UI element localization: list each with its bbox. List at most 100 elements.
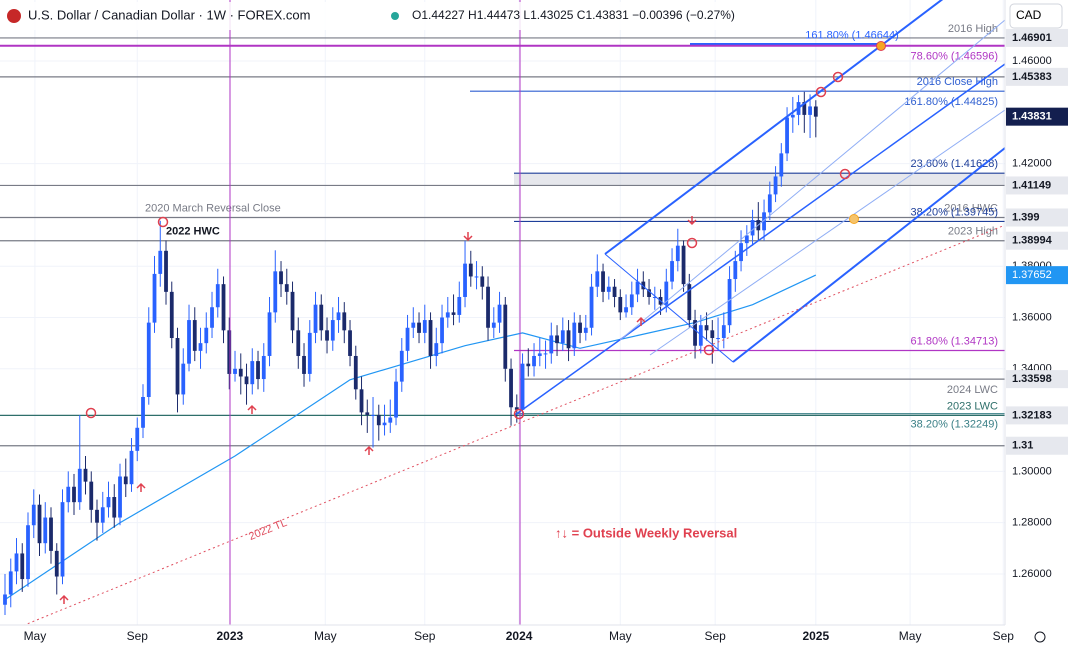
level-tag: 1.46901 [1012,32,1052,44]
candle-body [365,412,370,415]
level-note: 2020 March Reversal Close [145,202,281,214]
candle-body [526,363,531,367]
ma-tag-bg [1006,266,1068,285]
level-label: 2023 LWC [947,400,998,412]
symbol-icon [7,9,21,23]
candle-body [675,245,680,262]
candle-body [762,212,766,231]
symbol-title: U.S. Dollar / Canadian Dollar · 1W · FOR… [28,7,310,22]
x-tick-label: Sep [414,629,436,643]
candle-body [572,322,577,349]
candle-body [181,363,186,395]
candle-body [543,353,548,355]
level-tag-bg [1006,208,1068,227]
candle-body [428,320,433,356]
candle-body [72,486,76,503]
candle-body [215,284,220,308]
candle-body [89,481,94,510]
candle-body [14,553,19,572]
x-tick-label: 2023 [216,629,243,643]
annotation: ↑↓ = Outside Weekly Reversal [555,525,737,540]
reversal-markers [59,71,851,604]
level-label: 38.20% (1.32249) [911,419,998,431]
candle-body [26,525,30,580]
level-tag: 1.41149 [1012,179,1051,191]
candle-body [238,368,243,377]
pitchfork-handle [604,253,734,363]
candle-body [204,327,209,344]
candle-body [583,327,588,333]
candle-body [342,312,347,331]
candle-body [54,550,59,577]
level-tag: 1.32183 [1012,409,1052,421]
candle-body [43,517,48,544]
ma-tag: 1.37652 [1012,269,1052,281]
level-tag-bg [1006,28,1068,47]
candle-body [49,517,53,551]
candle-body [618,296,623,313]
level-label: 23.60% (1.41628) [911,158,998,170]
x-tick-label: Sep [704,629,726,643]
level-tag: 1.38994 [1012,235,1053,247]
candle-body [359,389,364,413]
currency-button[interactable] [1009,3,1063,29]
candle-body [290,291,295,331]
candle-body [221,284,226,331]
candle-body [20,553,25,580]
candle-body [687,284,692,321]
candle-body [302,355,306,374]
channel-lower [732,147,1006,363]
candle-body [445,312,450,318]
candle-body [641,281,646,290]
candle-body [192,320,197,351]
reversal-circle [686,237,698,249]
candle-body [353,355,358,390]
candle-body [210,307,214,328]
level-label: 161.80% (1.46644) [805,29,899,41]
candle-body [123,476,128,485]
candle-body [589,286,594,328]
currency[interactable]: CAD [1016,8,1042,22]
channel-quarter [649,109,1006,356]
candle-body [31,504,36,526]
candle-body [440,317,444,344]
candle-body [261,355,266,380]
candle-body [744,235,749,244]
candle-body [710,330,715,339]
channel-upper [604,0,944,255]
candle-body [767,194,772,213]
level-tag: 1.45383 [1012,71,1052,83]
candle-body [693,320,697,346]
candle-body [790,114,795,118]
y-tick-label: 1.30000 [1012,465,1052,477]
level-label: 38.20% (1.39745) [911,206,998,218]
candle-body [463,263,467,297]
moving-average [4,274,817,601]
candle-body [474,276,479,278]
candle-body [422,320,427,333]
candle-body [664,281,669,305]
candle-body [555,335,559,344]
candle-body [802,102,807,115]
level-tag: 1.31 [1012,440,1033,452]
trendline-2022 [0,224,1006,636]
reversal-circle [703,344,715,356]
candle-body [417,322,421,333]
candle-body [296,330,301,356]
settings-icon[interactable] [1034,631,1046,643]
y-tick-label: 1.36000 [1012,311,1052,323]
x-tick-label: May [24,629,47,643]
ohlc-legend: O1.44227 H1.44473 L1.43025 C1.43831 −0.0… [412,8,735,22]
candle-body [451,312,456,315]
candle-body [100,507,105,523]
median-line [514,63,1006,416]
candle-body [348,330,352,356]
level-tag-bg [1006,231,1068,250]
candle-body [595,271,600,287]
candle-body [480,276,485,287]
last-price-tag-bg [1006,107,1068,126]
candle-body [164,250,168,292]
candle-body [106,497,111,508]
candle-body [704,325,709,331]
